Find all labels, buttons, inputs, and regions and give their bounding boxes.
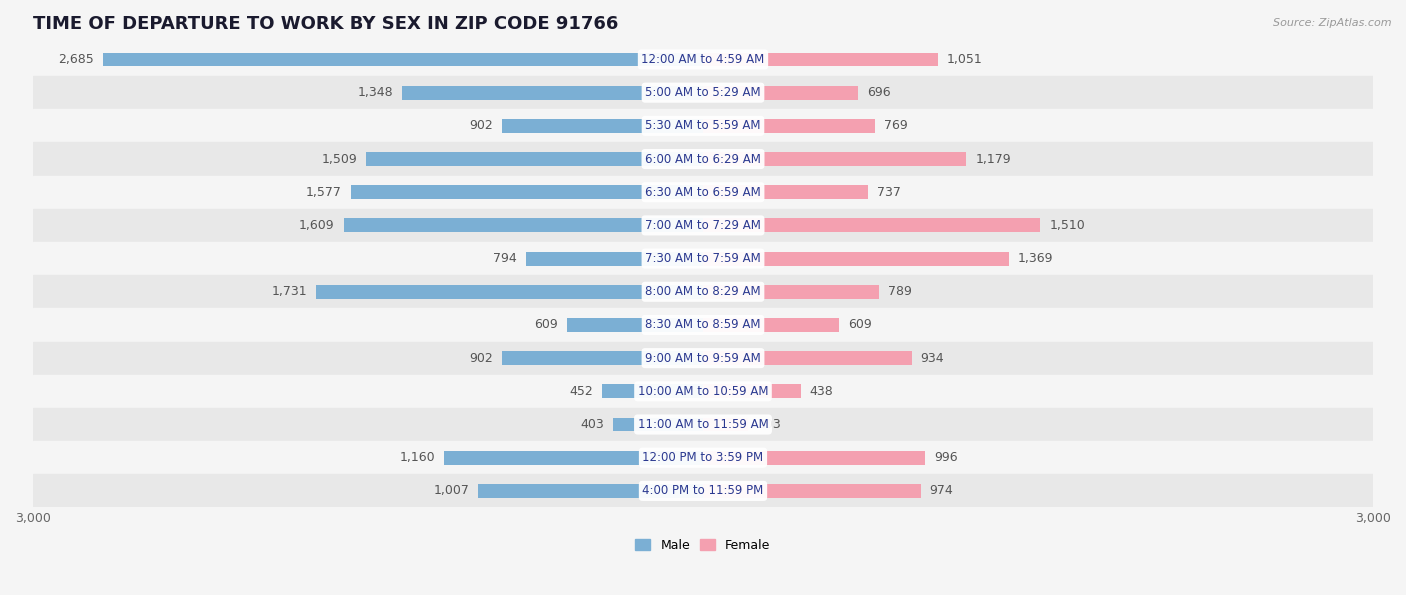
Bar (502, 351, 703, 365)
Text: 996: 996 (935, 451, 957, 464)
Bar (32, 474, 1374, 508)
Text: 737: 737 (876, 186, 900, 199)
Text: 1,051: 1,051 (946, 53, 983, 66)
Legend: Male, Female: Male, Female (630, 534, 776, 557)
Bar (703, 218, 1040, 233)
Text: 1,609: 1,609 (299, 219, 335, 232)
Text: 12:00 AM to 4:59 AM: 12:00 AM to 4:59 AM (641, 53, 765, 66)
Bar (703, 185, 868, 199)
Text: 11:00 AM to 11:59 AM: 11:00 AM to 11:59 AM (638, 418, 768, 431)
Bar (32, 176, 1374, 209)
Text: 6:00 AM to 6:29 AM: 6:00 AM to 6:29 AM (645, 152, 761, 165)
Bar (703, 451, 925, 465)
Text: 9:00 AM to 9:59 AM: 9:00 AM to 9:59 AM (645, 352, 761, 365)
Text: 902: 902 (468, 352, 492, 365)
Text: 696: 696 (868, 86, 891, 99)
Bar (703, 86, 859, 99)
Bar (32, 76, 1374, 109)
Bar (32, 308, 1374, 342)
Bar (703, 285, 879, 299)
Bar (316, 285, 703, 299)
Text: 789: 789 (889, 285, 912, 298)
Bar (32, 209, 1374, 242)
Text: 1,577: 1,577 (307, 186, 342, 199)
Bar (613, 418, 703, 431)
Bar (32, 242, 1374, 275)
Bar (703, 484, 921, 498)
Bar (32, 43, 1374, 76)
Text: 6:30 AM to 6:59 AM: 6:30 AM to 6:59 AM (645, 186, 761, 199)
Text: 8:00 AM to 8:29 AM: 8:00 AM to 8:29 AM (645, 285, 761, 298)
Bar (703, 418, 748, 431)
Bar (703, 384, 801, 398)
Text: 794: 794 (494, 252, 517, 265)
Bar (402, 86, 703, 99)
Text: 12:00 PM to 3:59 PM: 12:00 PM to 3:59 PM (643, 451, 763, 464)
Bar (567, 318, 703, 332)
Text: 1,731: 1,731 (271, 285, 308, 298)
Text: 609: 609 (534, 318, 558, 331)
Bar (444, 451, 703, 465)
Bar (703, 152, 966, 166)
Bar (32, 275, 1374, 308)
Text: 769: 769 (884, 120, 907, 132)
Text: 934: 934 (921, 352, 945, 365)
Text: 1,160: 1,160 (399, 451, 434, 464)
Text: 7:30 AM to 7:59 AM: 7:30 AM to 7:59 AM (645, 252, 761, 265)
Bar (526, 252, 703, 265)
Text: TIME OF DEPARTURE TO WORK BY SEX IN ZIP CODE 91766: TIME OF DEPARTURE TO WORK BY SEX IN ZIP … (32, 15, 619, 33)
Bar (703, 52, 938, 67)
Text: 609: 609 (848, 318, 872, 331)
Bar (703, 318, 839, 332)
Text: 5:30 AM to 5:59 AM: 5:30 AM to 5:59 AM (645, 120, 761, 132)
Text: 7:00 AM to 7:29 AM: 7:00 AM to 7:29 AM (645, 219, 761, 232)
Text: Source: ZipAtlas.com: Source: ZipAtlas.com (1274, 18, 1392, 28)
Bar (32, 142, 1374, 176)
Text: 1,179: 1,179 (976, 152, 1011, 165)
Text: 974: 974 (929, 484, 953, 497)
Text: 2,685: 2,685 (59, 53, 94, 66)
Bar (103, 52, 703, 67)
Text: 902: 902 (468, 120, 492, 132)
Text: 1,007: 1,007 (433, 484, 470, 497)
Bar (502, 119, 703, 133)
Bar (32, 441, 1374, 474)
Bar (32, 342, 1374, 375)
Text: 203: 203 (758, 418, 780, 431)
Bar (350, 185, 703, 199)
Bar (32, 408, 1374, 441)
Text: 10:00 AM to 10:59 AM: 10:00 AM to 10:59 AM (638, 385, 768, 398)
Bar (478, 484, 703, 498)
Text: 452: 452 (569, 385, 593, 398)
Bar (703, 252, 1008, 265)
Bar (32, 109, 1374, 142)
Text: 403: 403 (581, 418, 605, 431)
Bar (703, 351, 911, 365)
Bar (366, 152, 703, 166)
Text: 1,369: 1,369 (1018, 252, 1053, 265)
Text: 1,509: 1,509 (322, 152, 357, 165)
Bar (343, 218, 703, 233)
Bar (703, 119, 875, 133)
Text: 8:30 AM to 8:59 AM: 8:30 AM to 8:59 AM (645, 318, 761, 331)
Text: 4:00 PM to 11:59 PM: 4:00 PM to 11:59 PM (643, 484, 763, 497)
Text: 1,510: 1,510 (1049, 219, 1085, 232)
Bar (32, 375, 1374, 408)
Text: 1,348: 1,348 (357, 86, 394, 99)
Text: 5:00 AM to 5:29 AM: 5:00 AM to 5:29 AM (645, 86, 761, 99)
Bar (602, 384, 703, 398)
Text: 438: 438 (810, 385, 834, 398)
